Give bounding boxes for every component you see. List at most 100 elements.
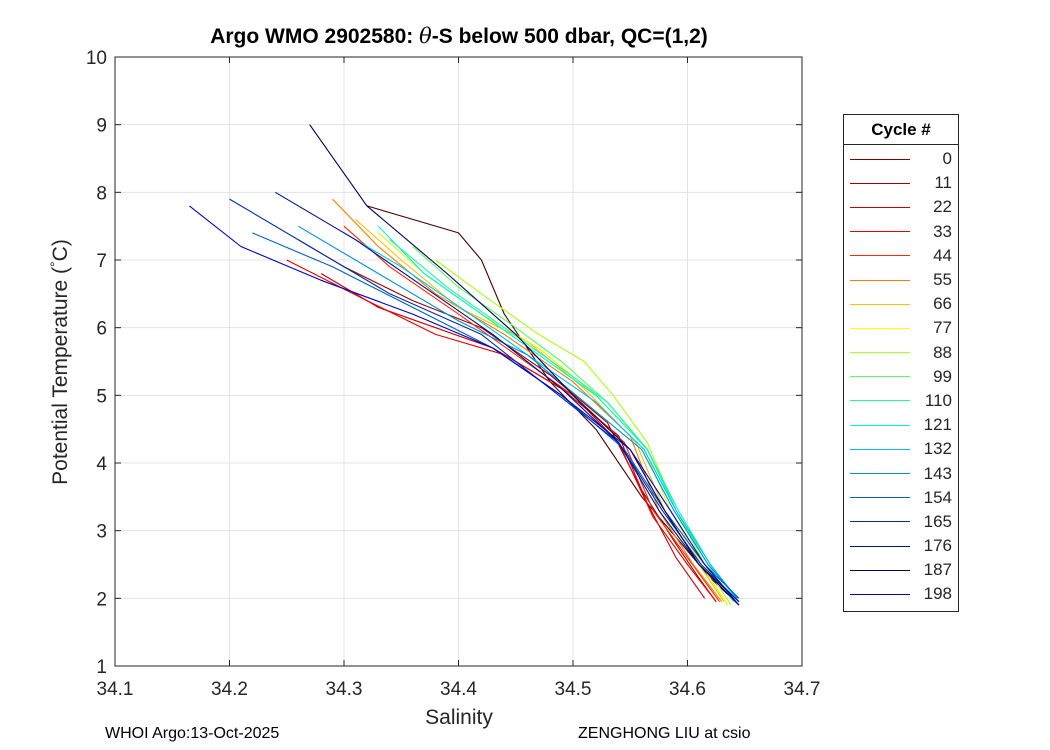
- legend-label: 143: [923, 463, 952, 483]
- legend-label: 22: [933, 197, 952, 217]
- legend-label: 165: [923, 511, 952, 531]
- legend-label: 11: [934, 173, 952, 193]
- x-axis-label: Salinity: [425, 706, 493, 729]
- legend-items: 0 11 22 33 44 55 66 77 88 99 110 121 132 143 154 165 176…: [844, 145, 958, 611]
- legend-item: 132: [844, 437, 958, 461]
- legend-swatch: [850, 593, 910, 595]
- legend-item: 66: [844, 292, 958, 316]
- legend-item: 165: [844, 510, 958, 534]
- grid-layer: [114, 56, 803, 667]
- y-tick-label: 1: [96, 657, 107, 678]
- legend-swatch: [850, 473, 910, 475]
- legend-swatch: [850, 158, 910, 160]
- legend-swatch: [850, 206, 910, 208]
- legend-swatch: [850, 521, 910, 523]
- legend-label: 66: [933, 294, 952, 314]
- x-tick-label: 34.2: [211, 679, 248, 700]
- y-tick-label: 9: [96, 116, 107, 137]
- legend-item: 99: [844, 365, 958, 389]
- legend-swatch: [850, 352, 910, 354]
- y-tick-label: 8: [96, 183, 107, 204]
- legend-title: Cycle #: [844, 115, 958, 145]
- x-tick-label: 34.7: [784, 679, 821, 700]
- legend-swatch: [850, 303, 910, 305]
- legend-item: 176: [844, 534, 958, 558]
- title-suffix: -S below 500 dbar, QC=(1,2): [431, 25, 708, 48]
- title-prefix: Argo WMO 2902580:: [210, 25, 420, 48]
- legend-item: 22: [844, 195, 958, 219]
- legend-label: 44: [933, 245, 952, 265]
- legend-label: 154: [923, 487, 952, 507]
- y-tick-label: 5: [96, 386, 107, 407]
- footer-source: WHOI Argo:13-Oct-2025: [105, 725, 280, 742]
- footer-author: ZENGHONG LIU at csio: [578, 725, 751, 742]
- series-line-cycle-121: [377, 225, 738, 599]
- legend-item: 187: [844, 558, 958, 582]
- legend-swatch: [850, 182, 910, 184]
- legend: Cycle # 0 11 22 33 44 55 66 77 88 99 110 121 132 143 1…: [843, 114, 959, 612]
- x-tick-label: 34.5: [555, 679, 592, 700]
- series-line-cycle-198: [189, 205, 740, 606]
- legend-label: 33: [933, 221, 952, 241]
- series-line-cycle-176: [275, 191, 740, 603]
- legend-item: 33: [844, 220, 958, 244]
- series-line-cycle-44: [343, 225, 721, 603]
- legend-item: 11: [844, 171, 958, 195]
- legend-label: 0: [942, 149, 952, 169]
- series-line-cycle-22: [320, 273, 706, 599]
- legend-label: 99: [933, 366, 952, 386]
- legend-label: 110: [924, 390, 952, 410]
- legend-swatch: [850, 569, 910, 571]
- series-line-cycle-187: [309, 124, 740, 606]
- legend-item: 55: [844, 268, 958, 292]
- series-line-cycle-132: [343, 232, 738, 599]
- x-tick-label: 34.3: [326, 679, 363, 700]
- y-tick-label: 2: [96, 589, 107, 610]
- legend-item: 0: [844, 147, 958, 171]
- series-line-cycle-11: [297, 239, 717, 603]
- legend-item: 44: [844, 244, 958, 268]
- series-line-cycle-88: [435, 259, 732, 606]
- series-line-cycle-165: [229, 198, 740, 603]
- legend-label: 176: [923, 536, 952, 556]
- legend-label: 198: [923, 584, 952, 604]
- tick-layer: 34.1 34.2 34.3 34.4 34.5 34.6 34.7 1 2 3 4 5 6 7 8 9 10: [86, 48, 821, 700]
- chart-title: Argo WMO 2902580: θ-S below 500 dbar, QC…: [115, 24, 803, 49]
- y-tick-label: 6: [96, 319, 107, 340]
- x-tick-label: 34.4: [440, 679, 477, 700]
- x-tick-label: 34.1: [97, 679, 134, 700]
- legend-item: 198: [844, 582, 958, 606]
- series-line-cycle-55: [332, 198, 723, 603]
- legend-swatch: [850, 279, 910, 281]
- legend-swatch: [850, 448, 910, 450]
- legend-swatch: [850, 231, 910, 233]
- title-theta: θ: [419, 24, 432, 48]
- legend-item: 88: [844, 341, 958, 365]
- legend-item: 121: [844, 413, 958, 437]
- legend-item: 154: [844, 486, 958, 510]
- series-line-cycle-154: [252, 232, 740, 599]
- legend-label: 55: [933, 270, 952, 290]
- legend-item: 143: [844, 461, 958, 485]
- legend-item: 77: [844, 316, 958, 340]
- legend-label: 77: [933, 318, 952, 338]
- y-axis-label: Potential Temperature (°C): [47, 239, 72, 485]
- legend-swatch: [850, 400, 910, 402]
- series-line-cycle-77: [377, 232, 729, 606]
- legend-swatch: [850, 255, 910, 257]
- legend-label: 187: [923, 560, 952, 580]
- legend-item: 110: [844, 389, 958, 413]
- legend-swatch: [850, 424, 910, 426]
- series-layer: [189, 124, 740, 606]
- y-tick-label: 7: [96, 251, 107, 272]
- y-tick-label: 4: [96, 454, 107, 475]
- legend-label: 88: [933, 342, 952, 362]
- y-tick-label: 10: [86, 48, 107, 69]
- series-line-cycle-0: [366, 205, 740, 606]
- series-line-cycle-143: [297, 225, 739, 599]
- y-tick-label: 3: [96, 522, 107, 543]
- legend-label: 121: [923, 415, 952, 435]
- series-line-cycle-33: [286, 259, 717, 603]
- legend-swatch: [850, 376, 910, 378]
